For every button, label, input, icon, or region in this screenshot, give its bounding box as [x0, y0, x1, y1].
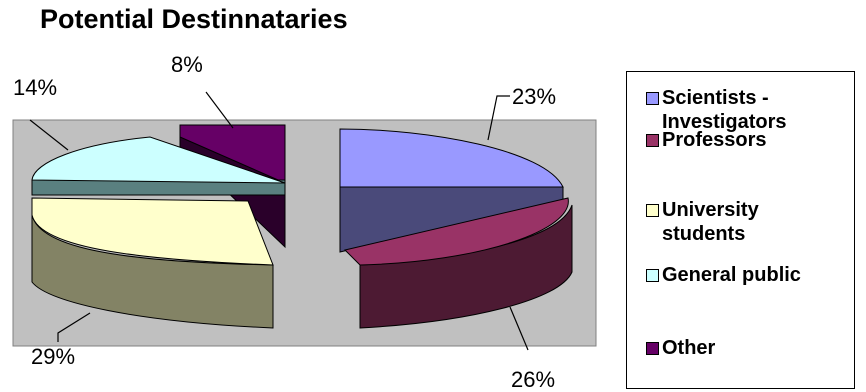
slice-scientists-top	[339, 128, 564, 188]
legend-label-general-public: General public	[662, 264, 801, 286]
slice-university-students-top	[31, 197, 274, 266]
slice-professors-top	[344, 197, 569, 266]
data-label-other: 8%	[171, 52, 203, 77]
legend-label-scientists: Scientists - Investigators	[662, 87, 787, 133]
legend-swatch-university-students	[646, 204, 659, 217]
data-label-general-public: 14%	[13, 75, 57, 100]
legend-swatch-general-public	[646, 269, 659, 282]
leader-line-other	[205, 91, 234, 129]
slice-general-public-top	[31, 136, 286, 184]
data-label-professors: 26%	[511, 367, 555, 392]
legend-label-other: Other	[662, 337, 716, 359]
data-label-scientists: 23%	[512, 84, 556, 109]
legend: Scientists - Investigators Professors Un…	[626, 71, 855, 389]
slice-university-students	[31, 197, 274, 329]
legend-label-university-students: University students	[662, 199, 759, 245]
legend-swatch-professors	[646, 134, 659, 147]
legend-item-professors: Professors	[646, 128, 767, 152]
legend-item-other: Other	[646, 336, 715, 360]
slice-professors	[344, 197, 573, 329]
legend-item-university-students: University students	[646, 198, 802, 246]
slice-other-top	[179, 124, 286, 184]
leader-line-professors	[509, 306, 529, 351]
leader-line-university-students	[57, 312, 91, 342]
leader-line-scientists	[487, 95, 510, 141]
slice-university-students-side	[31, 214, 274, 329]
slice-scientists	[339, 128, 564, 253]
legend-item-general-public: General public	[646, 263, 801, 287]
chart-title: Potential Destinnataries	[40, 4, 348, 34]
data-label-university-students: 29%	[31, 344, 75, 369]
slice-general-public	[31, 136, 286, 196]
legend-label-professors: Professors	[662, 129, 767, 151]
legend-swatch-scientists	[646, 92, 659, 105]
legend-swatch-other	[646, 342, 659, 355]
leader-line-general-public	[29, 119, 69, 151]
legend-item-scientists: Scientists - Investigators	[646, 86, 842, 134]
